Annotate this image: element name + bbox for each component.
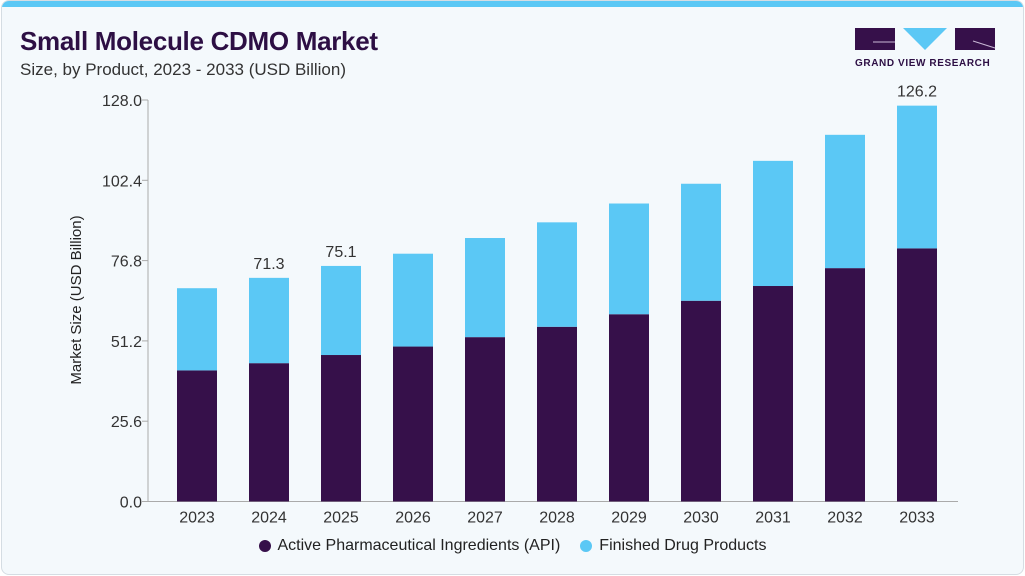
- bar-fdp-2029: [609, 203, 649, 315]
- x-tick-label: 2026: [395, 510, 431, 527]
- x-tick-label: 2028: [539, 510, 575, 527]
- bar-fdp-2031: [753, 160, 793, 287]
- legend-swatch-api: [258, 540, 271, 552]
- x-tick-label: 2025: [323, 510, 359, 527]
- bar-fdp-2032: [825, 134, 865, 269]
- x-tick-label: 2023: [179, 510, 215, 527]
- y-axis-title: Market Size (USD Billion): [68, 215, 85, 384]
- bar-fdp-2023: [177, 288, 217, 371]
- bar-api-2029: [609, 314, 649, 502]
- legend: Active Pharmaceutical Ingredients (API) …: [0, 537, 1025, 555]
- logo-text: GRAND VIEW RESEARCH: [855, 58, 991, 69]
- y-tick-label: 0.0: [120, 495, 142, 512]
- bar-fdp-2028: [537, 222, 577, 327]
- y-tick-label: 128.0: [102, 93, 142, 110]
- data-label-2033: 126.2: [897, 84, 937, 101]
- bar-fdp-2026: [393, 253, 433, 347]
- bar-api-2028: [537, 326, 577, 502]
- y-tick-label: 76.8: [111, 254, 142, 271]
- legend-swatch-fdp: [580, 540, 593, 552]
- legend-item-api: Active Pharmaceutical Ingredients (API): [258, 537, 561, 555]
- legend-label-fdp: Finished Drug Products: [599, 537, 767, 554]
- bar-fdp-2025: [321, 265, 361, 356]
- accent-bar: [2, 1, 1023, 7]
- y-tick-label: 102.4: [102, 173, 142, 190]
- bar-fdp-2024: [249, 277, 289, 364]
- legend-label-api: Active Pharmaceutical Ingredients (API): [277, 537, 561, 554]
- y-tick-label: 51.2: [111, 334, 142, 351]
- x-tick-label: 2024: [251, 510, 287, 527]
- bar-api-2027: [465, 337, 505, 502]
- bar-api-2025: [321, 355, 361, 502]
- bar-api-2026: [393, 346, 433, 502]
- chart-title: Small Molecule CDMO Market: [20, 26, 378, 56]
- bar-api-2030: [681, 300, 721, 502]
- x-tick-label: 2030: [683, 510, 719, 527]
- grand-view-research-logo: [855, 28, 996, 50]
- data-label-2024: 71.3: [253, 256, 284, 273]
- bar-api-2033: [897, 248, 937, 502]
- x-tick-label: 2029: [611, 510, 647, 527]
- data-label-2025: 75.1: [325, 244, 356, 261]
- bar-api-2031: [753, 286, 793, 502]
- x-tick-label: 2032: [827, 510, 863, 527]
- x-tick-label: 2033: [899, 510, 935, 527]
- x-tick-label: 2027: [467, 510, 503, 527]
- x-tick-label: 2031: [755, 510, 791, 527]
- chart-subtitle: Size, by Product, 2023 - 2033 (USD Billi…: [20, 60, 346, 79]
- bar-api-2024: [249, 363, 289, 502]
- bar-api-2032: [825, 268, 865, 502]
- bar-fdp-2030: [681, 183, 721, 301]
- y-tick-label: 25.6: [111, 414, 142, 431]
- legend-item-fdp: Finished Drug Products: [580, 537, 766, 555]
- bar-api-2023: [177, 370, 217, 502]
- bar-fdp-2027: [465, 238, 505, 338]
- bar-fdp-2033: [897, 105, 937, 249]
